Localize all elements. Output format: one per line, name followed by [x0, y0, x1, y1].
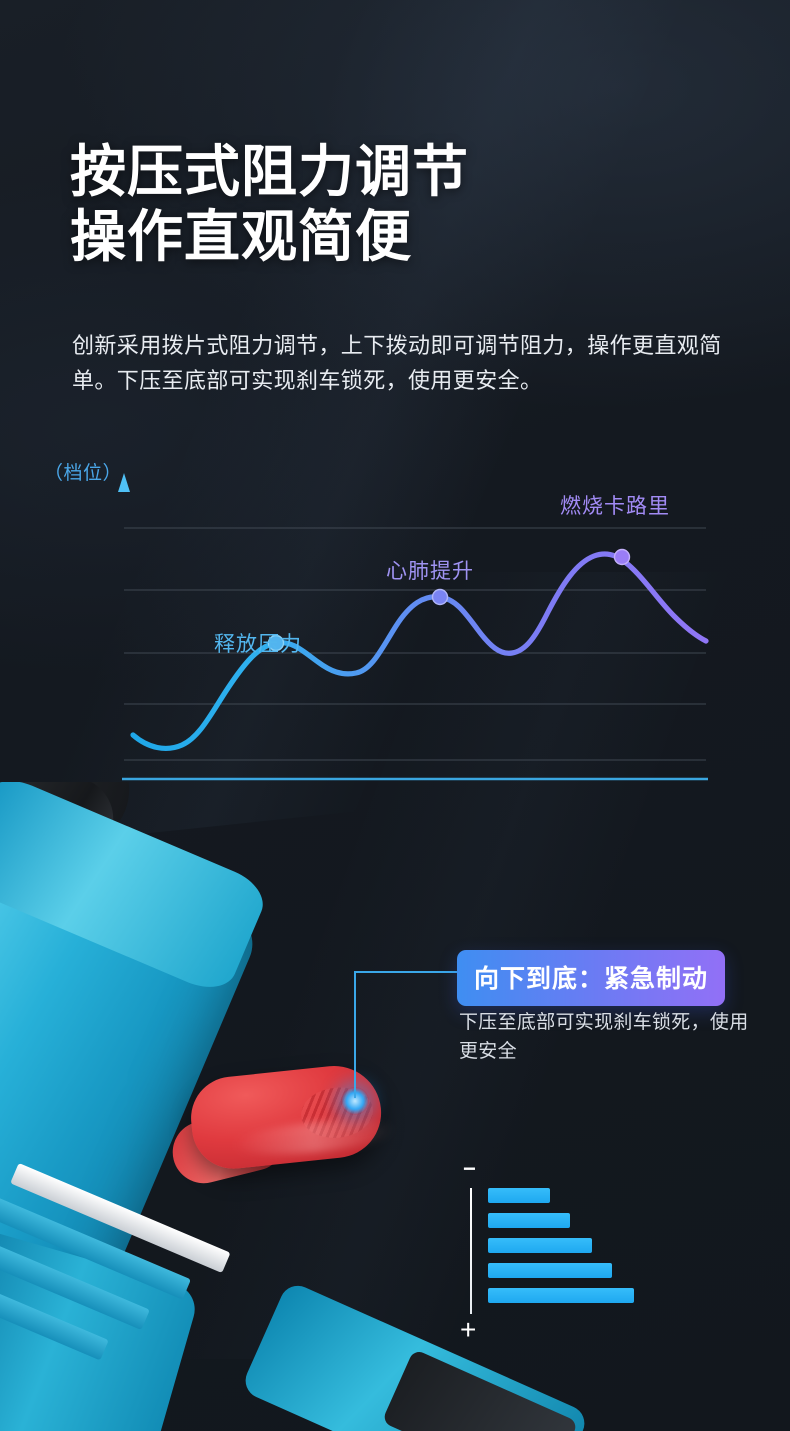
chart-annotation-burn-calories: 燃烧卡路里: [560, 495, 670, 518]
hotspot-marker-icon[interactable]: [341, 1087, 369, 1115]
indicator-bar-5: [488, 1288, 634, 1303]
chart-markers: [267, 548, 631, 652]
bike-foot: [381, 1348, 579, 1431]
chart-axes: [118, 473, 708, 781]
chart-annotation-cardio-boost: 心肺提升: [386, 560, 474, 583]
resistance-lever[interactable]: [165, 1061, 395, 1190]
y-axis-label: （档位）: [44, 463, 123, 484]
indicator-bar-1: [488, 1188, 550, 1203]
indicator-bar-2: [488, 1213, 570, 1228]
resistance-level-indicator: − +: [455, 1156, 634, 1350]
callout-description: 下压至底部可实现刹车锁死，使用更安全: [459, 1012, 749, 1062]
page-title: 按压式阻力调节 操作直观简便: [70, 140, 469, 268]
chart-gridlines: [124, 527, 706, 761]
indicator-bar-4: [488, 1263, 612, 1278]
indicator-axis-line: [470, 1188, 472, 1314]
status-badge: 向下到底：紧急制动: [457, 950, 726, 1006]
chart-canvas: [118, 473, 709, 781]
lever-body: [186, 1061, 395, 1173]
chart-annotation-release-pressure: 释放压力: [214, 633, 302, 656]
intro-paragraph: 创新采用拨片式阻力调节，上下拨动即可调节阻力，操作更直观简单。下压至底部可实现刹…: [72, 333, 722, 393]
minus-icon: −: [463, 1156, 476, 1181]
product-photo: [0, 782, 790, 1431]
indicator-bar-3: [488, 1238, 592, 1253]
training-intensity-chart: （档位）: [0, 440, 790, 810]
plus-icon: +: [460, 1314, 477, 1345]
indicator-bars: [488, 1188, 634, 1313]
